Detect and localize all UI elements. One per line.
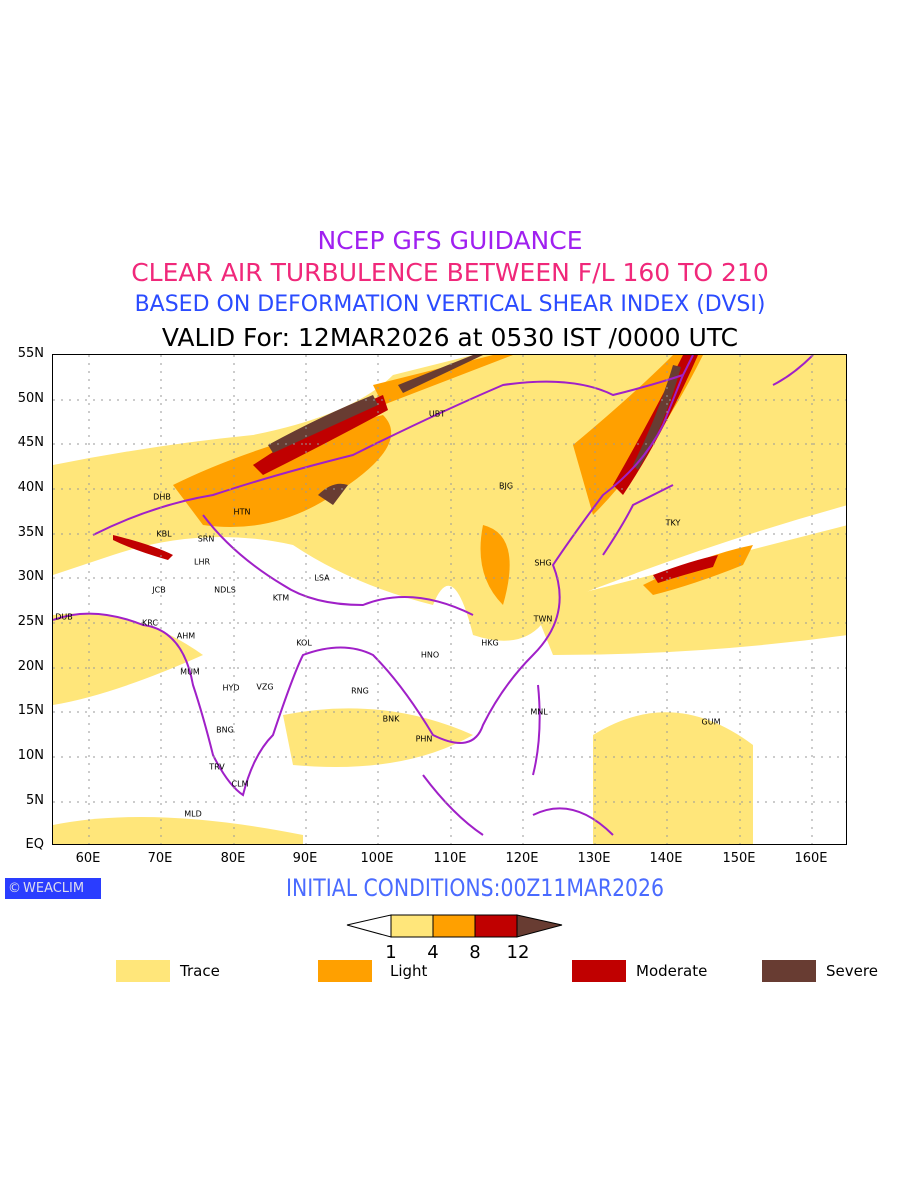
legend-swatch-severe	[762, 960, 816, 982]
lon-label: 160E	[794, 851, 828, 866]
city-label: AHM	[176, 631, 196, 641]
city-label: MNL	[530, 707, 548, 717]
lat-label: 35N	[17, 525, 44, 540]
lat-label: 20N	[17, 659, 44, 674]
city-label: UBT	[428, 409, 446, 419]
legend-swatch-moderate	[572, 960, 626, 982]
lon-label: 100E	[360, 851, 394, 866]
grid-lines	[53, 355, 846, 844]
colorbar-tick: 12	[506, 942, 530, 963]
legend-label: Moderate	[636, 962, 708, 980]
lon-label: 70E	[147, 851, 173, 866]
city-label: DUB	[55, 612, 73, 622]
city-label: BNK	[382, 714, 400, 724]
colorbar-light	[432, 914, 476, 938]
city-label: LSA	[314, 573, 330, 583]
city-label: MLD	[184, 809, 202, 819]
colorbar	[346, 914, 563, 938]
city-label: HYD	[222, 683, 240, 693]
colorbar-tick: 4	[427, 942, 439, 963]
city-label: PHN	[415, 734, 433, 744]
city-label: KBL	[156, 529, 172, 539]
title-method: BASED ON DEFORMATION VERTICAL SHEAR INDE…	[134, 292, 766, 317]
city-label: TKY	[665, 518, 681, 528]
lat-label: 10N	[17, 748, 44, 763]
city-label: HNO	[420, 650, 440, 660]
legend-label: Trace	[180, 962, 220, 980]
city-label: KTM	[272, 593, 290, 603]
city-label: DHB	[153, 492, 171, 502]
city-label: TWN	[533, 614, 553, 624]
city-label: KOL	[296, 638, 312, 648]
title-valid-time: VALID For: 12MAR2026 at 0530 IST /0000 U…	[161, 323, 739, 352]
lon-label: 80E	[220, 851, 246, 866]
city-label: BNG	[216, 725, 234, 735]
city-label: RNG	[351, 686, 369, 696]
lat-label: 15N	[17, 703, 44, 718]
brand-name: WEACLIM	[23, 881, 85, 896]
country-borders	[53, 355, 814, 836]
city-label: HTN	[233, 507, 251, 517]
city-label: SRN	[197, 534, 215, 544]
colorbar-tick: 1	[385, 942, 397, 963]
legend-label: Severe	[826, 962, 878, 980]
city-label: CLM	[231, 779, 249, 789]
lon-label: 90E	[292, 851, 318, 866]
colorbar-below	[346, 914, 392, 938]
lat-label: 25N	[17, 614, 44, 629]
city-label: MUM	[180, 667, 200, 677]
city-label: JCB	[152, 585, 166, 595]
colorbar-trace	[390, 914, 434, 938]
city-label: GUM	[701, 717, 721, 727]
lon-label: 60E	[75, 851, 101, 866]
turbulence-map	[52, 354, 847, 845]
lat-label: EQ	[25, 837, 44, 852]
initial-conditions: INITIAL CONDITIONS:00Z11MAR2026	[285, 874, 665, 902]
lat-label: 5N	[26, 793, 44, 808]
city-label: BJG	[498, 481, 514, 491]
city-label: TRV	[209, 762, 225, 772]
city-label: HKG	[481, 638, 499, 648]
lon-label: 150E	[722, 851, 756, 866]
city-label: NDLS	[214, 585, 236, 595]
lat-label: 45N	[17, 435, 44, 450]
lat-label: 55N	[17, 346, 44, 361]
legend-label: Light	[390, 962, 428, 980]
lat-label: 30N	[17, 569, 44, 584]
city-label: VZG	[256, 682, 274, 692]
city-label: KRC	[142, 618, 158, 628]
city-label: SHG	[534, 558, 552, 568]
lon-label: 130E	[577, 851, 611, 866]
title-product: CLEAR AIR TURBULENCE BETWEEN F/L 160 TO …	[131, 258, 769, 287]
lon-label: 120E	[505, 851, 539, 866]
colorbar-severe	[516, 914, 563, 938]
lat-label: 50N	[17, 391, 44, 406]
city-label: LHR	[193, 557, 211, 567]
turbulence-trace	[53, 355, 846, 844]
map-graphics	[53, 355, 846, 844]
colorbar-tick: 8	[469, 942, 481, 963]
lon-label: 110E	[433, 851, 467, 866]
title-source: NCEP GFS GUIDANCE	[317, 226, 583, 255]
copyright-icon: ©	[8, 881, 21, 896]
lat-label: 40N	[17, 480, 44, 495]
colorbar-moderate	[474, 914, 518, 938]
weaclim-logo: © WEACLIM	[5, 878, 101, 899]
legend-swatch-trace	[116, 960, 170, 982]
lon-label: 140E	[649, 851, 683, 866]
legend-swatch-light	[318, 960, 372, 982]
